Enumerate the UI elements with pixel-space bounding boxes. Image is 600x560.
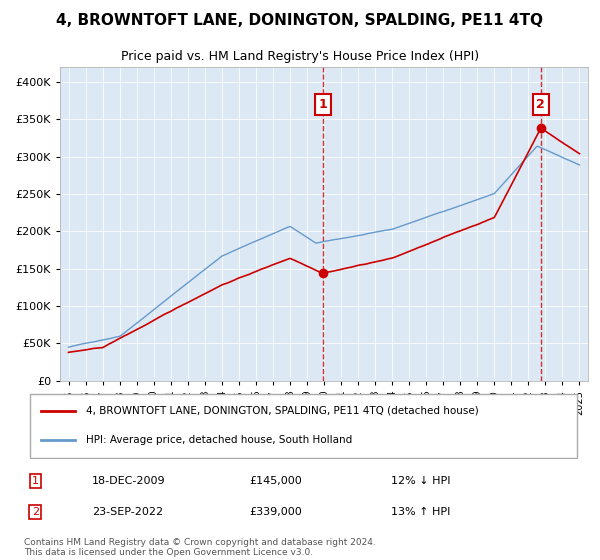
Text: 2: 2	[32, 507, 39, 517]
Text: 4, BROWNTOFT LANE, DONINGTON, SPALDING, PE11 4TQ: 4, BROWNTOFT LANE, DONINGTON, SPALDING, …	[56, 13, 544, 29]
Text: 12% ↓ HPI: 12% ↓ HPI	[391, 476, 450, 486]
Text: 1: 1	[32, 476, 39, 486]
Text: Contains HM Land Registry data © Crown copyright and database right 2024.
This d: Contains HM Land Registry data © Crown c…	[24, 538, 376, 557]
FancyBboxPatch shape	[29, 394, 577, 458]
Text: 18-DEC-2009: 18-DEC-2009	[92, 476, 166, 486]
Text: 13% ↑ HPI: 13% ↑ HPI	[391, 507, 450, 517]
Text: £145,000: £145,000	[250, 476, 302, 486]
Text: 2: 2	[536, 98, 545, 111]
Text: 4, BROWNTOFT LANE, DONINGTON, SPALDING, PE11 4TQ (detached house): 4, BROWNTOFT LANE, DONINGTON, SPALDING, …	[86, 406, 479, 416]
Text: HPI: Average price, detached house, South Holland: HPI: Average price, detached house, Sout…	[86, 435, 352, 445]
Text: 1: 1	[319, 98, 328, 111]
Text: 23-SEP-2022: 23-SEP-2022	[92, 507, 163, 517]
Text: £339,000: £339,000	[250, 507, 302, 517]
Text: Price paid vs. HM Land Registry's House Price Index (HPI): Price paid vs. HM Land Registry's House …	[121, 50, 479, 63]
